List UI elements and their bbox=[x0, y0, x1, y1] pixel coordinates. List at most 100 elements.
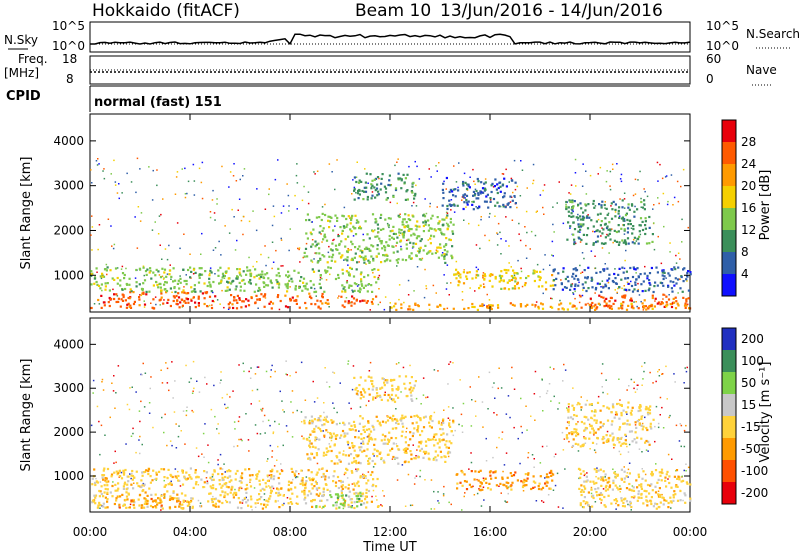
heatmap-cell bbox=[396, 456, 399, 460]
speckle-point bbox=[496, 244, 499, 246]
speckle-point bbox=[500, 253, 502, 255]
speckle-point bbox=[662, 298, 664, 300]
colorbar-segment bbox=[722, 208, 736, 230]
heatmap-cell bbox=[621, 239, 624, 242]
speckle-point bbox=[500, 205, 502, 208]
heatmap-cell bbox=[158, 470, 161, 473]
heatmap-cell bbox=[217, 505, 220, 508]
speckle-point bbox=[534, 306, 536, 308]
speckle-point bbox=[454, 429, 456, 432]
heatmap-cell bbox=[113, 502, 116, 506]
heatmap-cell bbox=[323, 233, 326, 236]
heatmap-cell bbox=[532, 480, 535, 483]
speckle-point bbox=[549, 366, 551, 369]
heatmap-cell bbox=[479, 190, 482, 193]
speckle-point bbox=[243, 168, 246, 170]
heatmap-cell bbox=[475, 189, 478, 193]
heatmap-cell bbox=[625, 475, 628, 478]
heatmap-cell bbox=[152, 298, 155, 301]
speckle-point bbox=[294, 476, 297, 479]
station-title: Hokkaido (fitACF) bbox=[92, 1, 240, 21]
heatmap-cell bbox=[322, 488, 325, 491]
speckle-point bbox=[331, 171, 333, 173]
speckle-point bbox=[369, 361, 372, 364]
speckle-point bbox=[408, 165, 410, 168]
speckle-point bbox=[181, 168, 183, 170]
heatmap-cell bbox=[572, 304, 575, 307]
speckle-point bbox=[271, 267, 273, 270]
heatmap-cell bbox=[258, 286, 261, 290]
heatmap-cell bbox=[413, 415, 416, 418]
heatmap-cell bbox=[610, 202, 613, 205]
heatmap-cell bbox=[617, 209, 620, 213]
speckle-point bbox=[314, 173, 316, 175]
heatmap-cell bbox=[208, 295, 212, 298]
heatmap-cell bbox=[408, 229, 411, 232]
speckle-point bbox=[485, 437, 487, 440]
heatmap-cell bbox=[513, 195, 516, 198]
heatmap-cell bbox=[379, 424, 382, 427]
heatmap-cell bbox=[269, 300, 272, 303]
heatmap-cell bbox=[641, 220, 644, 223]
speckle-point bbox=[589, 448, 591, 450]
heatmap-cell bbox=[359, 227, 363, 230]
heatmap-cell bbox=[581, 224, 584, 227]
heatmap-cell bbox=[363, 186, 366, 189]
speckle-point bbox=[484, 234, 486, 237]
heatmap-cell bbox=[342, 453, 345, 456]
speckle-point bbox=[552, 489, 555, 491]
speckle-point bbox=[311, 261, 314, 263]
heatmap-cell bbox=[107, 301, 110, 304]
heatmap-cell bbox=[187, 301, 190, 304]
heatmap-cell bbox=[448, 424, 451, 427]
heatmap-cell bbox=[322, 451, 326, 454]
heatmap-cell bbox=[625, 288, 628, 291]
heatmap-cell bbox=[629, 488, 632, 492]
heatmap-cell bbox=[370, 300, 373, 304]
speckle-point bbox=[677, 200, 680, 203]
speckle-point bbox=[559, 299, 561, 302]
speckle-point bbox=[574, 290, 576, 293]
heatmap-cell bbox=[310, 233, 313, 236]
speckle-point bbox=[587, 214, 589, 216]
speckle-point bbox=[599, 304, 601, 306]
heatmap-cell bbox=[311, 430, 314, 433]
speckle-point bbox=[277, 500, 279, 502]
heatmap-cell bbox=[588, 403, 591, 406]
heatmap-cell bbox=[568, 432, 571, 435]
heatmap-cell bbox=[310, 259, 313, 262]
heatmap-cell bbox=[444, 261, 447, 264]
heatmap-cell bbox=[178, 287, 181, 290]
heatmap-cell bbox=[397, 385, 400, 388]
speckle-point bbox=[461, 509, 463, 511]
heatmap-cell bbox=[318, 247, 321, 250]
speckle-point bbox=[486, 293, 488, 296]
speckle-point bbox=[197, 499, 200, 502]
heatmap-cell bbox=[478, 205, 481, 208]
heatmap-cell bbox=[263, 305, 266, 308]
heatmap-cell bbox=[595, 481, 598, 485]
speckle-point bbox=[374, 397, 377, 399]
speckle-point bbox=[569, 227, 571, 229]
heatmap-cell bbox=[159, 498, 162, 501]
speckle-point bbox=[582, 289, 584, 291]
heatmap-cell bbox=[214, 502, 217, 505]
heatmap-cell bbox=[494, 277, 497, 280]
heatmap-cell bbox=[291, 280, 294, 283]
heatmap-cell bbox=[247, 504, 250, 507]
heatmap-cell bbox=[444, 243, 447, 247]
heatmap-cell bbox=[610, 307, 613, 310]
heatmap-cell bbox=[214, 295, 217, 298]
speckle-point bbox=[463, 172, 466, 175]
heatmap-cell bbox=[256, 498, 259, 502]
speckle-point bbox=[267, 476, 269, 478]
heatmap-cell bbox=[616, 474, 619, 477]
heatmap-cell bbox=[371, 382, 374, 386]
heatmap-cell bbox=[289, 297, 292, 300]
heatmap-cell bbox=[607, 305, 610, 308]
heatmap-cell bbox=[342, 498, 345, 501]
heatmap-cell bbox=[361, 189, 364, 193]
speckle-point bbox=[96, 405, 99, 408]
heatmap-cell bbox=[629, 266, 632, 270]
speckle-point bbox=[113, 375, 115, 377]
